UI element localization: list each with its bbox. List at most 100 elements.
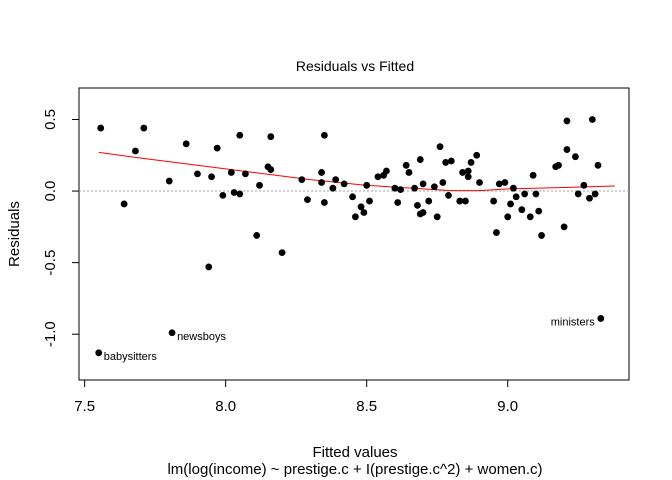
data-point <box>476 179 483 186</box>
data-point <box>597 315 605 322</box>
point-label: babysitters <box>104 351 158 363</box>
data-point <box>132 147 139 155</box>
data-point <box>168 329 176 337</box>
model-formula-subtitle: lm(log(income) ~ prestige.c + I(prestige… <box>167 461 542 478</box>
data-point <box>182 140 190 148</box>
y-tick-label: 0.0 <box>42 181 59 202</box>
point-label: newsboys <box>177 331 226 343</box>
data-point <box>349 193 356 201</box>
data-point <box>397 186 404 194</box>
data-point <box>456 197 464 205</box>
data-point <box>213 144 221 152</box>
y-axis-label: Residuals <box>6 201 23 267</box>
data-point <box>242 170 249 178</box>
data-point <box>430 183 438 191</box>
x-axis: 7.5 8.0 8.5 9.0 <box>74 379 518 415</box>
data-point <box>459 169 466 176</box>
chart-title: Residuals vs Fitted <box>296 58 414 74</box>
point-labels: babysitters newsboys ministers <box>104 316 596 362</box>
data-point <box>493 229 500 236</box>
data-point <box>366 197 373 205</box>
data-point <box>532 190 540 198</box>
data-points <box>95 116 605 357</box>
data-point <box>391 184 399 192</box>
data-point <box>253 232 261 239</box>
data-point <box>507 200 514 208</box>
data-point <box>405 169 413 176</box>
data-point <box>425 197 433 205</box>
smooth-line <box>98 151 615 192</box>
data-point <box>363 181 371 189</box>
data-point <box>572 153 579 161</box>
data-point <box>586 194 593 202</box>
data-point <box>504 213 512 221</box>
x-tick-label: 8.5 <box>356 398 377 415</box>
data-point <box>329 184 337 192</box>
data-point <box>464 167 472 175</box>
data-point <box>394 199 402 206</box>
data-point <box>402 161 410 169</box>
data-point <box>574 190 582 198</box>
data-point <box>320 199 328 206</box>
data-point <box>447 157 455 165</box>
data-point <box>560 223 568 231</box>
data-point <box>467 159 475 166</box>
data-point <box>433 213 441 221</box>
data-point <box>436 143 444 151</box>
y-tick-label: -1.0 <box>42 321 59 347</box>
data-point <box>462 197 469 205</box>
data-point <box>256 181 263 189</box>
data-point <box>320 131 328 139</box>
x-axis-label: Fitted values <box>312 444 397 461</box>
data-point <box>439 179 447 186</box>
data-point <box>219 191 227 199</box>
x-tick-label: 9.0 <box>497 398 518 415</box>
data-point <box>140 124 148 132</box>
data-point <box>374 173 382 181</box>
data-point <box>580 181 588 189</box>
data-point <box>267 166 275 173</box>
data-point <box>521 190 529 198</box>
data-point <box>298 176 306 184</box>
x-tick-label: 7.5 <box>74 398 95 415</box>
x-tick-label: 8.0 <box>215 398 236 415</box>
data-point <box>208 173 215 181</box>
data-point <box>442 159 450 166</box>
data-point <box>464 173 472 181</box>
data-point <box>278 249 286 257</box>
data-point <box>227 169 235 176</box>
plot-frame <box>78 87 630 381</box>
data-point <box>383 167 390 175</box>
data-point <box>194 170 201 178</box>
data-point <box>473 151 481 159</box>
data-point <box>304 196 311 204</box>
data-point <box>538 232 545 239</box>
data-point <box>509 184 517 192</box>
data-point <box>340 180 348 188</box>
data-point <box>352 213 359 221</box>
data-point <box>419 180 427 188</box>
data-point <box>419 209 427 216</box>
data-point <box>267 133 275 141</box>
data-point <box>120 200 128 208</box>
data-point <box>360 209 368 216</box>
data-point <box>501 179 509 186</box>
point-label: ministers <box>551 316 596 328</box>
y-tick-label: -0.5 <box>42 250 59 276</box>
y-axis: -1.0 -0.5 0.0 0.5 <box>42 109 80 347</box>
data-point <box>318 169 325 176</box>
data-point <box>526 213 534 221</box>
data-point <box>518 206 526 214</box>
data-point <box>445 191 452 199</box>
data-point <box>165 177 173 185</box>
data-point <box>332 176 340 184</box>
y-tick-label: 0.5 <box>42 109 59 130</box>
data-point <box>535 207 543 215</box>
data-point <box>512 193 520 201</box>
data-point <box>529 171 537 179</box>
data-point <box>594 161 602 169</box>
data-point <box>411 184 419 192</box>
data-point <box>97 124 105 132</box>
data-point <box>205 263 213 271</box>
